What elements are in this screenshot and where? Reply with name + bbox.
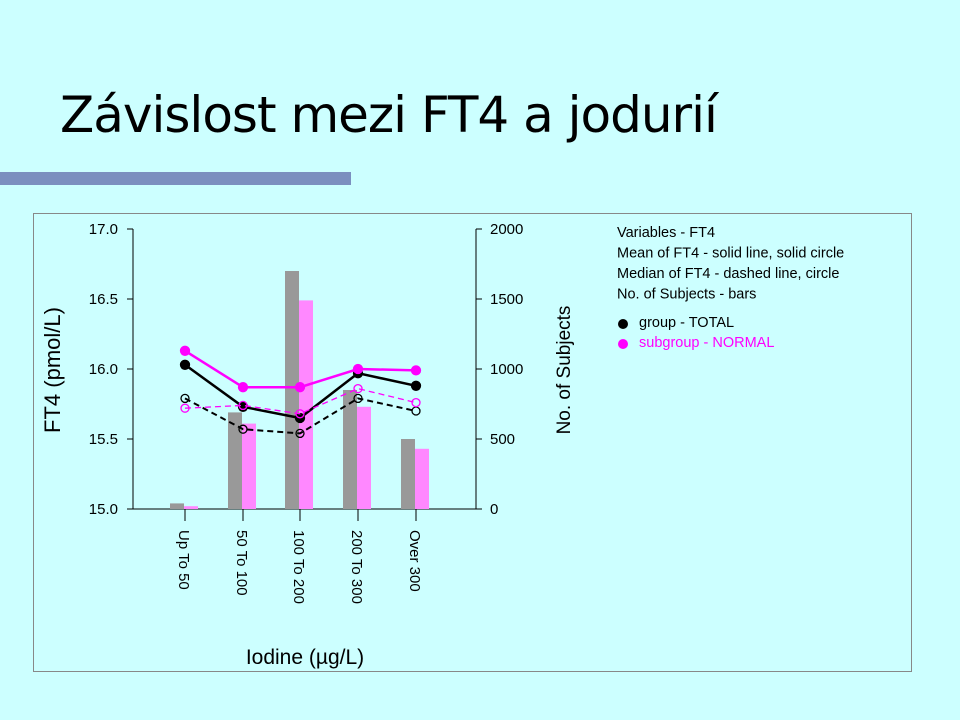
normal-mean-marker — [410, 365, 422, 376]
x-axis-category-label: Up To 50 — [175, 530, 192, 590]
legend-label: subgroup - NORMAL — [639, 335, 774, 351]
total-median-marker — [353, 393, 363, 404]
bar-normal — [415, 448, 429, 509]
total-mean-marker — [410, 380, 422, 391]
normal-mean-marker — [179, 345, 191, 356]
left-axis-tick-label: 15.5 — [89, 431, 118, 448]
total-median-marker — [238, 424, 248, 434]
legend-text: Variables - FT4 — [617, 225, 715, 241]
normal-median-marker — [295, 409, 305, 419]
normal-median-marker — [180, 403, 190, 413]
right-axis-tick-label: 1500 — [490, 291, 523, 308]
bar-total — [228, 412, 242, 509]
slide-title: Závislost mezi FT4 a jodurií — [60, 86, 718, 144]
legend-text: Median of FT4 - dashed line, circle — [617, 266, 839, 282]
right-axis-tick-label: 500 — [490, 431, 515, 448]
left-axis-tick-label: 15.0 — [89, 501, 118, 518]
bar-total — [343, 390, 357, 509]
x-axis-category-label: 50 To 100 — [233, 530, 250, 596]
y-axis-right-title: No. of Subjects — [554, 306, 575, 435]
left-axis-tick-label: 16.0 — [89, 361, 118, 378]
bar-normal — [184, 506, 198, 509]
y-axis-left-title: FT4 (pmol/L) — [40, 307, 65, 433]
legend-text: Mean of FT4 - solid line, solid circle — [617, 246, 844, 262]
normal-median-marker — [353, 383, 363, 394]
total-mean-marker — [179, 359, 191, 370]
chart-frame — [33, 213, 912, 672]
normal-median-marker — [411, 397, 421, 408]
normal-mean-marker — [294, 382, 306, 393]
right-axis-tick-label: 0 — [490, 501, 498, 518]
total-median-line — [184, 397, 417, 435]
x-axis-category-label: 200 To 300 — [348, 530, 365, 604]
x-axis-category-label: 100 To 200 — [290, 530, 307, 604]
bar-normal — [357, 406, 371, 509]
legend-marker — [618, 339, 628, 349]
bar-total — [285, 271, 299, 509]
legend-label: group - TOTAL — [639, 315, 734, 331]
total-median-marker — [295, 428, 305, 439]
total-median-marker — [180, 393, 190, 404]
title-underline-bar — [0, 172, 351, 185]
legend-text: No. of Subjects - bars — [617, 287, 756, 303]
bar-normal — [242, 423, 256, 509]
x-axis-category-label: Over 300 — [406, 530, 423, 592]
bar-total — [170, 503, 184, 509]
bar-normal — [299, 300, 313, 509]
normal-median-line — [184, 387, 417, 415]
left-axis-tick-label: 17.0 — [89, 221, 118, 238]
left-axis-tick-label: 16.5 — [89, 291, 118, 308]
legend-marker — [618, 319, 628, 329]
total-median-marker — [411, 406, 421, 416]
x-axis-title: Iodine (µg/L) — [246, 646, 364, 669]
normal-median-marker — [238, 400, 248, 411]
bar-total — [401, 439, 415, 509]
right-axis-tick-label: 2000 — [490, 221, 523, 238]
normal-mean-marker — [352, 363, 364, 375]
right-axis-tick-label: 1000 — [490, 361, 523, 378]
normal-mean-marker — [237, 382, 249, 393]
